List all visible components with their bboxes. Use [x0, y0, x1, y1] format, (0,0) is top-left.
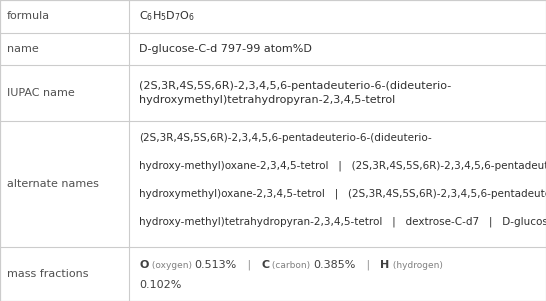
Text: name: name: [7, 44, 38, 54]
Text: 0.102%: 0.102%: [139, 280, 182, 290]
Text: |: |: [237, 260, 262, 270]
Text: (2S,3R,4S,5S,6R)-2,3,4,5,6-pentadeuterio-6-(dideuterio-: (2S,3R,4S,5S,6R)-2,3,4,5,6-pentadeuterio…: [139, 133, 432, 143]
Text: (oxygen): (oxygen): [149, 261, 194, 270]
Text: 0.513%: 0.513%: [194, 260, 237, 270]
Text: hydroxy-methyl)oxane-2,3,4,5-tetrol   |   (2S,3R,4S,5S,6R)-2,3,4,5,6-pentadeuter: hydroxy-methyl)oxane-2,3,4,5-tetrol | (2…: [139, 160, 546, 171]
Text: O: O: [139, 260, 149, 270]
Text: |: |: [356, 260, 381, 270]
Text: hydroxymethyl)oxane-2,3,4,5-tetrol   |   (2S,3R,4S,5S,6R)-2,3,4,5,6-pentadeuteri: hydroxymethyl)oxane-2,3,4,5-tetrol | (2S…: [139, 189, 546, 199]
Text: (2S,3R,4S,5S,6R)-2,3,4,5,6-pentadeuterio-6-(dideuterio-
hydroxymethyl)tetrahydro: (2S,3R,4S,5S,6R)-2,3,4,5,6-pentadeuterio…: [139, 81, 452, 105]
Text: $\mathregular{C_6H_5D_7O_6}$: $\mathregular{C_6H_5D_7O_6}$: [139, 9, 195, 23]
Text: (hydrogen): (hydrogen): [390, 261, 443, 270]
Text: H: H: [381, 260, 390, 270]
Text: formula: formula: [7, 11, 50, 21]
Text: D-glucose-C-d 797-99 atom%D: D-glucose-C-d 797-99 atom%D: [139, 44, 312, 54]
Text: C: C: [262, 260, 270, 270]
Text: 0.385%: 0.385%: [313, 260, 356, 270]
Text: mass fractions: mass fractions: [7, 269, 88, 279]
Text: (carbon): (carbon): [270, 261, 313, 270]
Text: alternate names: alternate names: [7, 179, 98, 189]
Text: hydroxy-methyl)tetrahydropyran-2,3,4,5-tetrol   |   dextrose-C-d7   |   D-glucos: hydroxy-methyl)tetrahydropyran-2,3,4,5-t…: [139, 217, 546, 227]
Text: IUPAC name: IUPAC name: [7, 88, 74, 98]
